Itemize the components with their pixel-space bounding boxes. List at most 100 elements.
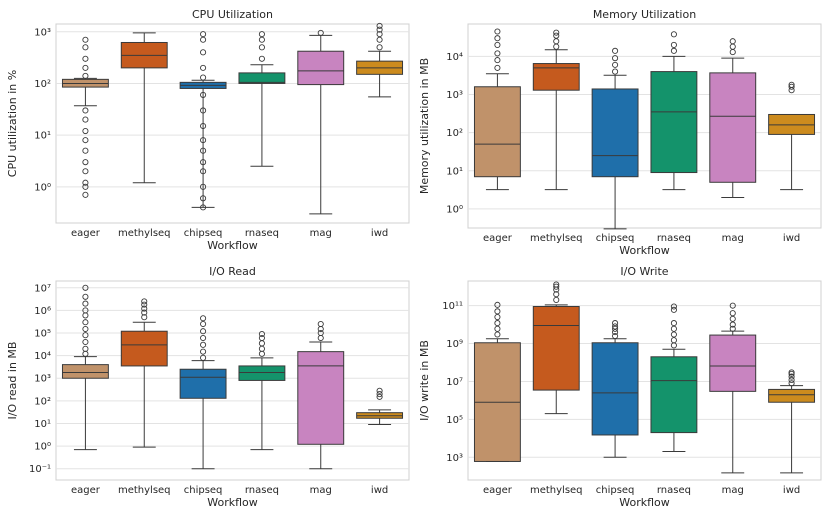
outlier-point xyxy=(82,338,89,346)
outlier-point xyxy=(494,331,501,338)
outlier-point xyxy=(376,26,383,33)
chart-panel-3: 10⁻¹ 10⁰ 10¹ 10² 10³ 10⁴ 10⁵ 10⁶ 10⁷ I/O Read Work… xyxy=(6,265,410,509)
outlier-point xyxy=(82,325,89,333)
box-body xyxy=(179,368,227,399)
outlier-point xyxy=(82,127,89,135)
outlier-point xyxy=(612,332,619,340)
y-tick-label: 10¹ xyxy=(446,166,463,177)
box-body xyxy=(61,364,109,379)
outlier-point xyxy=(317,329,324,337)
outlier-point xyxy=(494,325,501,332)
outlier-point xyxy=(82,159,89,166)
plot-area xyxy=(467,280,822,481)
box-body xyxy=(238,72,286,84)
outlier-point xyxy=(82,137,89,144)
outlier-point xyxy=(82,293,89,300)
outlier-point xyxy=(200,183,207,190)
x-tick-label: eager xyxy=(71,485,101,496)
outlier-point xyxy=(82,107,89,114)
outlier-point xyxy=(200,91,207,98)
box-rnaseq xyxy=(650,31,698,191)
box-iwd xyxy=(356,387,404,426)
x-tick-label: iwd xyxy=(371,228,388,239)
box-body xyxy=(709,72,757,183)
outlier-point xyxy=(141,314,148,321)
x-tick-label: chipseq xyxy=(596,485,635,496)
outlier-point xyxy=(788,81,795,88)
outlier-point xyxy=(82,36,89,43)
outlier-point xyxy=(670,337,677,344)
box-body xyxy=(591,88,639,178)
outlier-point xyxy=(82,307,89,314)
box-mag xyxy=(297,29,345,215)
chart-panel-2: 10⁰ 10¹ 10² 10³ 10⁴ Memory Utilization Workflo… xyxy=(418,8,822,257)
y-tick-label: 10² xyxy=(34,396,51,407)
y-tick-label: 10⁵ xyxy=(446,415,463,426)
outlier-point xyxy=(729,325,736,332)
outlier-point xyxy=(141,301,148,308)
outlier-point xyxy=(729,315,736,322)
x-tick-label: methylseq xyxy=(118,228,171,239)
y-tick-label: 10¹ xyxy=(34,131,51,142)
outlier-point xyxy=(82,345,89,352)
x-tick-label: rnaseq xyxy=(245,228,279,239)
x-axis-label: Workflow xyxy=(619,496,670,509)
x-tick-label: rnaseq xyxy=(657,485,691,496)
x-tick-label: mag xyxy=(722,485,744,496)
outlier-point xyxy=(612,323,619,330)
outlier-point xyxy=(200,31,207,38)
outlier-point xyxy=(376,393,383,400)
outlier-point xyxy=(553,283,560,290)
x-tick-label: eager xyxy=(71,228,101,239)
box-mag xyxy=(709,38,757,198)
outlier-point xyxy=(200,354,207,361)
outlier-point xyxy=(788,380,795,387)
y-tick-label: 10² xyxy=(34,79,51,90)
chart-panel-4: 10³ 10⁵ 10⁷ 10⁹ 10¹¹ I/O Write Workflow I/O wri… xyxy=(418,265,822,509)
box-iwd xyxy=(768,81,816,191)
outlier-point xyxy=(670,303,677,310)
outlier-point xyxy=(729,321,736,328)
outlier-point xyxy=(258,55,265,62)
outlier-point xyxy=(670,41,677,48)
x-tick-label: chipseq xyxy=(184,228,223,239)
x-tick-label: methylseq xyxy=(118,485,171,496)
x-tick-label: iwd xyxy=(783,485,800,496)
outlier-point xyxy=(82,191,89,198)
y-axis-label: CPU utilization in % xyxy=(6,70,19,177)
box-eager xyxy=(473,28,521,191)
chart-title: CPU Utilization xyxy=(192,8,273,21)
y-tick-label: 10⁴ xyxy=(34,351,51,362)
outlier-point xyxy=(494,313,501,321)
outlier-point xyxy=(670,31,677,38)
box-eager xyxy=(61,36,109,198)
y-tick-label: 10⁶ xyxy=(34,306,51,317)
x-tick-label: mag xyxy=(310,485,332,496)
outlier-point xyxy=(494,41,501,48)
outlier-point xyxy=(258,31,265,38)
outlier-point xyxy=(788,373,795,380)
x-tick-label: chipseq xyxy=(184,485,223,496)
outlier-point xyxy=(612,61,619,68)
outlier-point xyxy=(553,32,560,39)
outlier-point xyxy=(494,35,501,42)
box-chipseq xyxy=(179,315,227,470)
box-methylseq xyxy=(120,32,168,184)
outlier-point xyxy=(258,334,265,342)
y-tick-label: 10³ xyxy=(446,453,463,464)
plot-area xyxy=(55,280,410,481)
outlier-point xyxy=(494,308,501,315)
outlier-point xyxy=(729,38,736,45)
outlier-point xyxy=(729,310,736,317)
box-methylseq xyxy=(532,29,580,191)
box-eager xyxy=(473,301,521,462)
box-body xyxy=(650,71,698,174)
y-tick-label: 10³ xyxy=(34,374,51,385)
outlier-point xyxy=(200,159,207,166)
y-tick-label: 10¹¹ xyxy=(442,301,463,312)
x-tick-label: rnaseq xyxy=(245,485,279,496)
outlier-point xyxy=(612,320,619,327)
x-tick-label: rnaseq xyxy=(657,233,691,244)
outlier-point xyxy=(200,122,207,130)
